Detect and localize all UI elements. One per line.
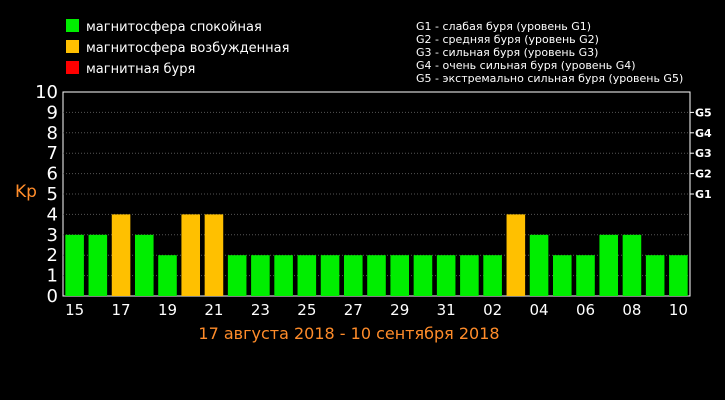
x-tick-label: 08 [622, 301, 641, 319]
storm-level-g4: G4 - очень сильная буря (уровень G4) [416, 59, 636, 72]
y-tick-label: 4 [47, 204, 58, 225]
bar [88, 234, 108, 296]
bar [367, 255, 386, 296]
y-tick-label: 10 [35, 82, 58, 103]
bar [227, 255, 247, 296]
y-tick-label: 5 [47, 184, 58, 205]
g-tick-label: G4 [695, 127, 712, 140]
y-tick-label: 9 [47, 102, 58, 123]
storm-level-g1: G1 - слабая буря (уровень G1) [416, 20, 591, 33]
storm-level-g5: G5 - экстремально сильная буря (уровень … [416, 72, 683, 85]
y-axis-title: Kp [15, 182, 37, 202]
x-tick-label: 15 [65, 301, 84, 319]
bar [181, 214, 201, 296]
x-tick-label: 27 [344, 301, 363, 319]
bar [576, 255, 595, 296]
x-tick-label: 04 [530, 301, 549, 319]
bars [65, 214, 688, 296]
bar [483, 255, 502, 296]
bar [274, 255, 293, 296]
x-tick-label: 23 [251, 301, 270, 319]
bar [134, 234, 154, 296]
x-tick-label: 25 [297, 301, 316, 319]
x-tick-label: 29 [390, 301, 409, 319]
g-tick-label: G5 [695, 106, 712, 119]
x-tick-label: 10 [669, 301, 688, 319]
bar [436, 255, 456, 296]
y-tick-label: 2 [47, 245, 58, 266]
bar [65, 234, 84, 296]
legend-swatch-storm [66, 61, 79, 74]
y-tick-label: 7 [47, 143, 58, 164]
storm-level-g2: G2 - средняя буря (уровень G2) [416, 33, 599, 46]
legend-label-storm: магнитная буря [86, 62, 195, 77]
g-tick-label: G1 [695, 188, 712, 201]
bar [529, 234, 549, 296]
bar [251, 255, 270, 296]
bar [297, 255, 317, 296]
x-tick-label: 02 [483, 301, 502, 319]
g-tick-label: G2 [695, 168, 712, 181]
y-tick-label: 8 [47, 123, 58, 144]
legend-label-calm: магнитосфера спокойная [86, 20, 262, 35]
legend-label-excited: магнитосфера возбужденная [86, 41, 289, 56]
bar [645, 255, 665, 296]
y-tick-label: 6 [47, 164, 58, 185]
y-tick-label: 0 [47, 286, 58, 307]
bar [506, 214, 526, 296]
storm-level-g3: G3 - сильная буря (уровень G3) [416, 46, 598, 59]
bar [460, 255, 479, 296]
bar [158, 255, 177, 296]
bar [622, 234, 642, 296]
x-tick-label: 17 [112, 301, 131, 319]
x-tick-label: 31 [437, 301, 456, 319]
g-tick-label: G3 [695, 147, 712, 160]
bar [343, 255, 363, 296]
date-range: 17 августа 2018 - 10 сентября 2018 [198, 324, 499, 343]
bar [669, 255, 688, 296]
g-level-ticks: G1 G2 G3 G4 G5 [690, 106, 712, 201]
x-tick-labels: 15 17 19 21 23 25 27 29 31 02 04 06 08 10 [65, 301, 688, 319]
storm-levels: G1 - слабая буря (уровень G1) G2 - средн… [416, 20, 683, 85]
y-tick-label: 1 [47, 266, 58, 287]
x-tick-label: 21 [204, 301, 223, 319]
bar [111, 214, 131, 296]
bar [413, 255, 433, 296]
bar [599, 234, 619, 296]
x-tick-label: 19 [158, 301, 177, 319]
bar [552, 255, 572, 296]
legend: магнитосфера спокойная магнитосфера возб… [66, 19, 289, 77]
x-tick-label: 06 [576, 301, 595, 319]
y-tick-label: 3 [47, 225, 58, 246]
bar [390, 255, 410, 296]
legend-swatch-calm [66, 19, 79, 32]
bar [204, 214, 224, 296]
bar [320, 255, 340, 296]
legend-swatch-excited [66, 40, 79, 53]
